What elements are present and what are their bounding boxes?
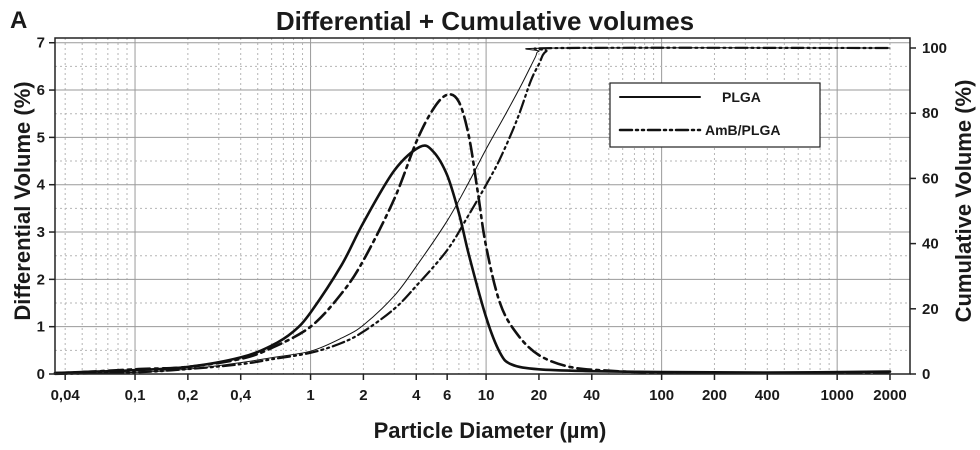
y-left-tick-label: 7: [37, 35, 45, 52]
x-tick-label: 400: [755, 387, 780, 404]
x-tick-label: 2000: [873, 387, 906, 404]
series-layer: [53, 46, 892, 376]
legend: PLGA AmB/PLGA: [609, 82, 821, 148]
ticks: 0,04 0,1 0,2 0,4 1 2 4 6 10 20 40 100 200 400 1000 2000…: [37, 35, 947, 404]
plot-frame: [54, 37, 911, 375]
y-right-tick-label: 100: [922, 40, 947, 57]
series-line-cumulative-amb-plga: [53, 46, 892, 376]
x-tick-label: 200: [702, 387, 727, 404]
x-tick-label: 6: [443, 387, 451, 404]
x-tick-label: 40: [583, 387, 600, 404]
panel-label: A: [10, 7, 27, 34]
x-tick-label: 0,04: [51, 387, 81, 404]
y-right-tick-label: 20: [922, 301, 939, 318]
y-axis-left-label: Differential Volume (%): [10, 81, 35, 320]
x-tick-label: 1: [306, 387, 314, 404]
x-tick-label: 0,1: [125, 387, 146, 404]
series-line-differential-amb-plga: [53, 93, 892, 375]
y-left-tick-label: 0: [37, 366, 45, 383]
y-axis-right-label: Cumulative Volume (%): [951, 80, 976, 323]
y-left-tick-label: 3: [37, 224, 45, 241]
y-left-tick-label: 4: [37, 177, 46, 194]
x-tick-label: 10: [478, 387, 495, 404]
x-tick-label: 0,4: [230, 387, 252, 404]
y-right-tick-label: 60: [922, 170, 939, 187]
x-tick-label: 1000: [820, 387, 853, 404]
y-left-tick-label: 6: [37, 82, 45, 99]
x-tick-label: 2: [359, 387, 367, 404]
series-line-cumulative-plga: [54, 47, 891, 375]
x-tick-label: 4: [412, 387, 421, 404]
x-axis-label: Particle Diameter (µm): [374, 418, 607, 443]
series-line-differential-plga: [53, 144, 892, 375]
legend-label-plga: PLGA: [722, 89, 761, 105]
y-left-tick-label: 2: [37, 271, 45, 288]
x-tick-label: 0,2: [177, 387, 198, 404]
legend-box: [609, 82, 821, 148]
legend-label-amb-plga: AmB/PLGA: [705, 122, 780, 138]
x-tick-label: 100: [649, 387, 674, 404]
y-right-tick-label: 40: [922, 236, 939, 253]
y-right-tick-label: 0: [922, 366, 930, 383]
y-left-tick-label: 5: [37, 129, 45, 146]
chart-title: Differential + Cumulative volumes: [276, 6, 694, 36]
y-right-tick-label: 80: [922, 105, 939, 122]
x-tick-label: 20: [531, 387, 548, 404]
y-left-tick-label: 1: [37, 319, 45, 336]
